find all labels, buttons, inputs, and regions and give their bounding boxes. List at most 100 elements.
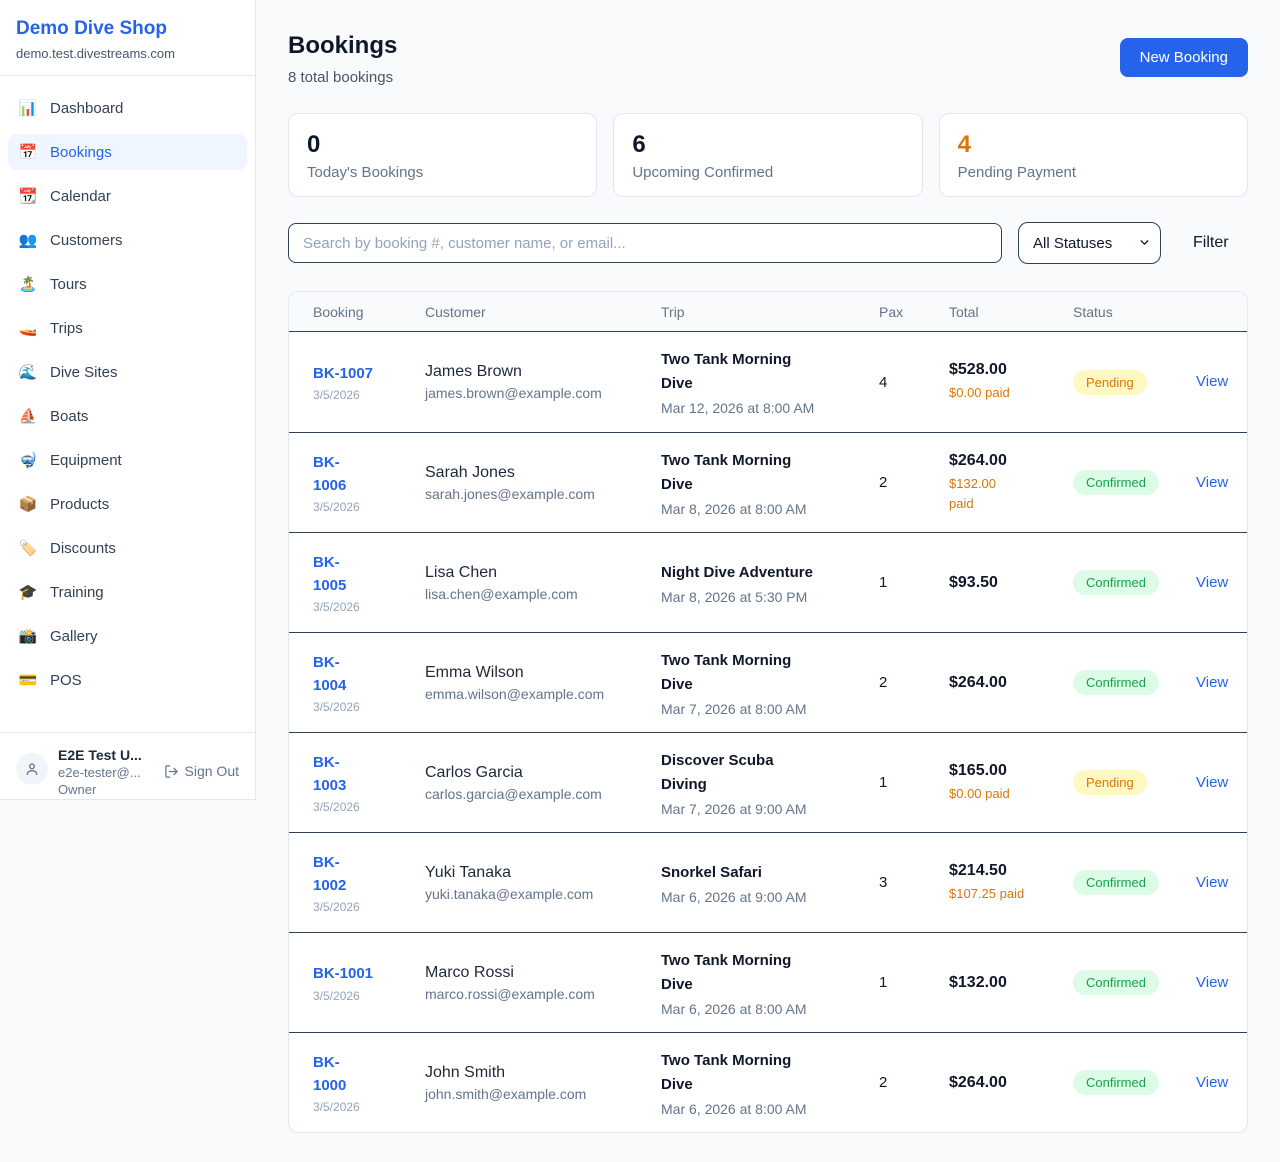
page-subtitle: 8 total bookings xyxy=(288,69,394,86)
booking-id-link[interactable]: BK- 1005 xyxy=(313,553,347,594)
sidebar-item-calendar[interactable]: 📆 Calendar xyxy=(18,187,111,206)
sidebar-item-products[interactable]: 📦 Products xyxy=(18,495,110,514)
table-row: BK- 1004 3/5/2026 Emma Wilson emma.wilso… xyxy=(289,632,1247,732)
customer-email: marco.rossi@example.com xyxy=(425,985,595,1002)
sign-out-button[interactable]: Sign Out xyxy=(164,763,239,779)
paid-amount: $0.00 paid xyxy=(949,785,1010,801)
booking-cell: BK- 1002 3/5/2026 xyxy=(313,851,425,915)
page-title: Bookings xyxy=(288,32,398,59)
camera-icon: 📸 xyxy=(18,628,38,645)
bar-chart-icon: 📊 xyxy=(18,100,38,117)
sidebar-item-dashboard[interactable]: 📊 Dashboard xyxy=(18,99,124,118)
customer-email: james.brown@example.com xyxy=(425,385,602,401)
sign-out-label: Sign Out xyxy=(184,763,239,779)
total-cell: $214.50 $107.25 paid xyxy=(949,862,1073,904)
status-cell: Confirmed xyxy=(1073,970,1196,995)
user-name: E2E Test U... xyxy=(58,747,142,763)
filter-row: All Statuses Filter xyxy=(288,222,1248,264)
total-cell: $93.50 xyxy=(949,574,1073,592)
total-cell: $264.00 xyxy=(949,674,1073,692)
sidebar-item-customers[interactable]: 👥 Customers xyxy=(18,231,123,250)
stat-label: Pending Payment xyxy=(957,164,1077,181)
view-link[interactable]: View xyxy=(1196,1073,1229,1091)
paid-amount: $107.25 paid xyxy=(949,885,1025,901)
view-link[interactable]: View xyxy=(1196,973,1229,991)
view-link[interactable]: View xyxy=(1196,773,1229,791)
status-cell: Confirmed xyxy=(1073,470,1196,495)
trip-datetime: Mar 6, 2026 at 9:00 AM xyxy=(661,888,807,905)
column-header-customer: Customer xyxy=(425,303,486,320)
booking-cell: BK-1007 3/5/2026 xyxy=(313,362,425,402)
view-link[interactable]: View xyxy=(1196,673,1229,691)
stat-value: 0 xyxy=(307,131,321,158)
customer-name: Carlos Garcia xyxy=(425,763,523,781)
customer-email: john.smith@example.com xyxy=(425,1085,587,1102)
customer-email: sarah.jones@example.com xyxy=(425,485,595,502)
total-cell: $264.00 xyxy=(949,1074,1073,1092)
column-header-pax: Pax xyxy=(879,303,904,320)
trip-datetime: Mar 7, 2026 at 8:00 AM xyxy=(661,700,807,717)
status-cell: Confirmed xyxy=(1073,670,1196,695)
booking-cell: BK- 1004 3/5/2026 xyxy=(313,651,425,715)
search-input[interactable] xyxy=(288,223,1002,263)
table-row: BK- 1006 3/5/2026 Sarah Jones sarah.jone… xyxy=(289,432,1247,532)
view-link[interactable]: View xyxy=(1196,873,1229,891)
trip-cell: Two Tank Morning Dive Mar 12, 2026 at 8:… xyxy=(661,348,879,416)
view-link[interactable]: View xyxy=(1196,473,1229,491)
booking-id-link[interactable]: BK- 1004 xyxy=(313,653,347,694)
stat-value: 6 xyxy=(632,131,646,158)
customer-name: Yuki Tanaka xyxy=(425,863,511,881)
pax-value: 2 xyxy=(879,674,888,691)
booking-date: 3/5/2026 xyxy=(313,1100,360,1115)
customer-name: Sarah Jones xyxy=(425,463,515,481)
sidebar-item-equipment[interactable]: 🤿 Equipment xyxy=(18,451,122,470)
pax-value: 3 xyxy=(879,874,888,891)
status-filter-select[interactable]: All Statuses xyxy=(1018,222,1161,264)
sidebar-item-training[interactable]: 🎓 Training xyxy=(18,583,104,602)
booking-id-link[interactable]: BK- 1000 xyxy=(313,1053,347,1094)
customer-email: emma.wilson@example.com xyxy=(425,685,605,702)
shop-brand: Demo Dive Shop demo.test.divestreams.com xyxy=(0,0,255,76)
sidebar-item-tours[interactable]: 🏝️ Tours xyxy=(18,275,87,294)
sidebar-item-gallery[interactable]: 📸 Gallery xyxy=(18,627,98,646)
customer-cell: Carlos Garcia carlos.garcia@example.com xyxy=(425,764,661,802)
booking-id-link[interactable]: BK- 1006 xyxy=(313,453,347,494)
total-amount: $214.50 xyxy=(949,861,1007,879)
diving-mask-icon: 🤿 xyxy=(18,452,38,469)
status-badge: Confirmed xyxy=(1073,1070,1159,1095)
booking-id-link[interactable]: BK-1001 xyxy=(313,965,374,983)
user-meta: E2E Test U... e2e-tester@... Owner xyxy=(58,747,154,797)
pax-value: 1 xyxy=(879,974,888,991)
customer-cell: Marco Rossi marco.rossi@example.com xyxy=(425,964,661,1002)
stat-card-upcoming-confirmed: 6 Upcoming Confirmed xyxy=(613,113,923,197)
user-email: e2e-tester@... xyxy=(58,765,141,780)
table-row: BK-1001 3/5/2026 Marco Rossi marco.rossi… xyxy=(289,932,1247,1032)
customer-cell: Yuki Tanaka yuki.tanaka@example.com xyxy=(425,864,661,902)
view-link[interactable]: View xyxy=(1196,573,1229,591)
view-link[interactable]: View xyxy=(1196,373,1229,390)
new-booking-button[interactable]: New Booking xyxy=(1119,38,1248,77)
calendar-icon: 📅 xyxy=(18,144,38,161)
filter-button[interactable]: Filter xyxy=(1177,234,1245,252)
status-badge: Confirmed xyxy=(1073,470,1159,495)
sidebar-item-boats[interactable]: ⛵ Boats xyxy=(18,407,89,426)
total-amount: $264.00 xyxy=(949,452,1007,469)
sidebar-item-pos[interactable]: 💳 POS xyxy=(18,671,82,690)
stat-label: Today's Bookings xyxy=(307,164,424,181)
person-icon xyxy=(26,763,38,775)
booking-date: 3/5/2026 xyxy=(313,500,360,515)
booking-id-link[interactable]: BK- 1003 xyxy=(313,753,347,794)
trip-cell: Two Tank Morning Dive Mar 6, 2026 at 8:0… xyxy=(661,949,879,1017)
sidebar-user-footer: E2E Test U... e2e-tester@... Owner Sign … xyxy=(0,732,255,811)
sidebar-item-bookings[interactable]: 📅 Bookings xyxy=(8,134,247,170)
customer-email: yuki.tanaka@example.com xyxy=(425,885,594,902)
sidebar-item-discounts[interactable]: 🏷️ Discounts xyxy=(18,539,116,558)
trip-cell: Two Tank Morning Dive Mar 7, 2026 at 8:0… xyxy=(661,649,879,717)
booking-id-link[interactable]: BK- 1002 xyxy=(313,853,347,894)
column-header-status: Status xyxy=(1073,303,1113,320)
booking-id-link[interactable]: BK-1007 xyxy=(313,364,374,382)
speedboat-icon: 🚤 xyxy=(18,320,38,337)
sidebar-item-dive-sites[interactable]: 🌊 Dive Sites xyxy=(18,363,118,382)
trip-cell: Night Dive Adventure Mar 8, 2026 at 5:30… xyxy=(661,561,879,605)
sidebar-item-trips[interactable]: 🚤 Trips xyxy=(18,319,83,338)
